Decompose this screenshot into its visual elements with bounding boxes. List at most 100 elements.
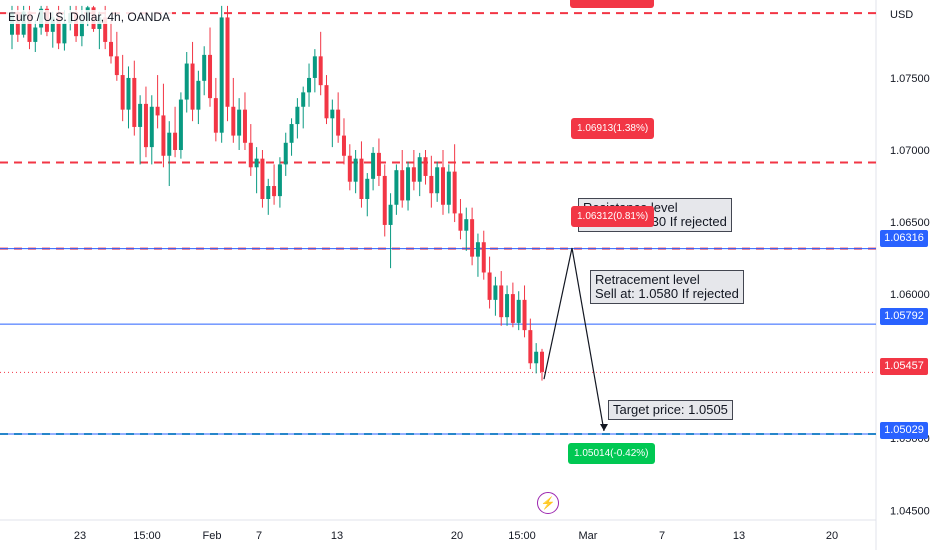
candle-body <box>62 23 67 44</box>
candle-body <box>417 157 422 182</box>
target-tag-1: 1.06913(1.38%) <box>571 118 655 139</box>
candle-body <box>534 351 539 364</box>
chart-title: Euro / U.S. Dollar, 4h, OANDA <box>6 10 173 24</box>
candle-body <box>103 17 108 42</box>
candle-body <box>330 109 335 119</box>
candle-body <box>458 213 463 231</box>
target-tag-2: 1.06312(0.81%) <box>571 206 655 227</box>
candle-body <box>295 106 300 125</box>
candle-body <box>505 294 510 318</box>
candle-body <box>499 285 504 318</box>
retracement-note[interactable]: Retracement level Sell at: 1.0580 If rej… <box>590 270 744 304</box>
candle-body <box>347 155 352 182</box>
candle-body <box>353 158 358 182</box>
candle-body <box>376 152 381 176</box>
projection-path[interactable] <box>543 247 605 432</box>
candle-body <box>225 17 230 107</box>
candle-body <box>510 294 515 323</box>
candle-body <box>301 92 306 107</box>
candle-body <box>382 175 387 225</box>
candle-body <box>56 17 61 44</box>
candle-body <box>202 54 207 81</box>
candle-body <box>429 175 434 194</box>
price-badge-3: 1.05457 <box>880 358 928 375</box>
y-tick-label: 1.06500 <box>890 217 930 229</box>
candle-body <box>277 164 282 197</box>
candle-body <box>400 170 405 201</box>
x-tick-label: 13 <box>331 530 343 542</box>
arrow-head <box>600 424 608 431</box>
candle-body <box>312 56 317 78</box>
y-tick-label: 1.04500 <box>890 505 930 517</box>
candle-body <box>79 20 84 37</box>
candle-body <box>27 11 32 42</box>
x-tick-label: 15:00 <box>508 530 536 542</box>
candle-body <box>208 54 213 99</box>
x-tick-label: 7 <box>256 530 262 542</box>
candle-body <box>528 330 533 364</box>
y-tick-label: 1.07500 <box>890 73 930 85</box>
candle-body <box>307 77 312 93</box>
candle-body <box>324 85 329 119</box>
candle-body <box>161 115 166 156</box>
candle-body <box>371 152 376 179</box>
candle-body <box>219 17 224 133</box>
currency-label: USD <box>890 9 914 21</box>
candle-body <box>446 171 451 205</box>
candle-body <box>109 41 114 57</box>
x-tick-label: 7 <box>659 530 665 542</box>
candle-body <box>173 132 178 150</box>
candle-body <box>50 17 55 32</box>
x-tick-label: 13 <box>733 530 745 542</box>
candle-body <box>254 158 259 168</box>
candle-body <box>231 106 236 136</box>
y-tick-label: 1.07000 <box>890 145 930 157</box>
candle-body <box>440 167 445 205</box>
x-tick-label: Mar <box>579 530 598 542</box>
candle-body <box>237 109 242 136</box>
candle-body <box>120 75 125 110</box>
top-target-tag <box>570 0 654 8</box>
candle-body <box>138 103 143 127</box>
candle-body <box>190 63 195 110</box>
candle-body <box>149 106 154 148</box>
candle-body <box>114 56 119 76</box>
candle-body <box>487 272 492 300</box>
candle-body <box>475 242 480 257</box>
candle-body <box>318 56 323 86</box>
candle-body <box>74 13 79 37</box>
candle-body <box>452 171 457 214</box>
price-badge-2: 1.05792 <box>880 308 928 325</box>
candle-body <box>522 299 527 331</box>
candle-body <box>406 167 411 201</box>
candle-body <box>266 186 271 199</box>
candle-body <box>516 299 521 323</box>
candle-body <box>155 106 160 116</box>
candle-body <box>359 158 364 199</box>
x-tick-label: 15:00 <box>133 530 161 542</box>
candle-body <box>196 80 201 110</box>
candle-body <box>493 285 498 300</box>
candle-body <box>184 63 189 100</box>
candle-body <box>132 77 137 127</box>
candle-body <box>126 77 131 110</box>
price-badge-1: 1.06316 <box>880 230 928 247</box>
lightning-icon[interactable]: ⚡ <box>537 492 559 514</box>
candle-body <box>341 135 346 156</box>
price-badge-4: 1.05029 <box>880 422 928 439</box>
candle-body <box>388 204 393 225</box>
x-tick-label: 23 <box>74 530 86 542</box>
candle-body <box>242 109 247 143</box>
target-note[interactable]: Target price: 1.0505 <box>608 400 733 420</box>
candle-body <box>178 99 183 150</box>
candle-body <box>289 124 294 143</box>
candle-body <box>272 186 277 197</box>
candle-body <box>464 219 469 231</box>
y-tick-label: 1.06000 <box>890 289 930 301</box>
candle-body <box>481 242 486 273</box>
candle-body <box>336 109 341 136</box>
candle-body <box>394 170 399 205</box>
x-tick-label: Feb <box>203 530 222 542</box>
